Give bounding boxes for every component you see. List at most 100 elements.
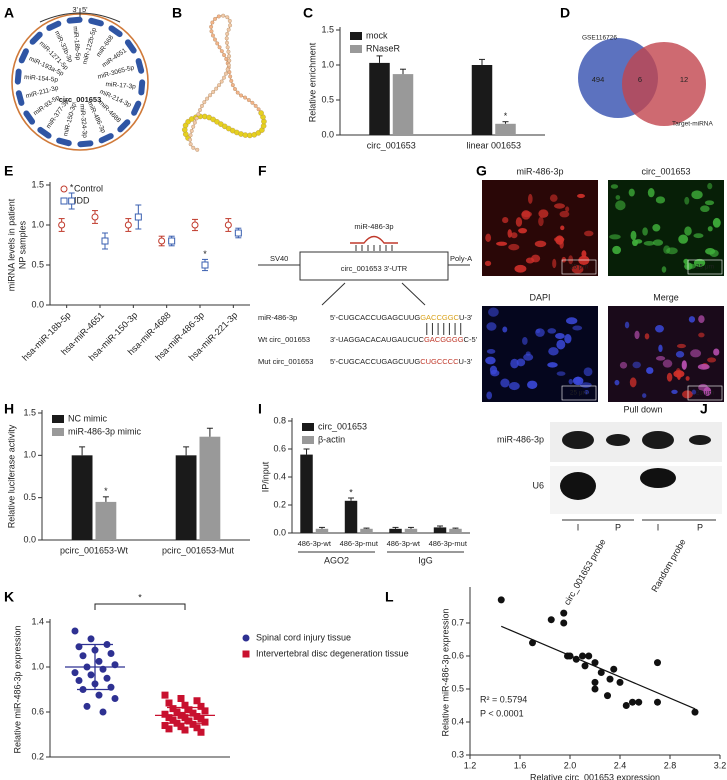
- cell: [507, 229, 512, 238]
- zoom-line: [401, 282, 426, 306]
- legend-label: IDD: [74, 195, 90, 205]
- panel-label: L: [385, 589, 394, 605]
- x-tick-label: 2.4: [614, 760, 627, 770]
- nucleotide: [224, 36, 229, 41]
- y-tick-label: 1.5: [321, 24, 334, 34]
- nucleotide: [226, 49, 231, 54]
- cell: [502, 326, 508, 333]
- y-tick-label: 0.4: [451, 716, 464, 726]
- x-tick-label: linear 001653: [466, 140, 521, 150]
- y-tick-label: 1.0: [321, 59, 334, 69]
- cell: [534, 240, 547, 248]
- y-tick-label: 0.5: [23, 492, 36, 502]
- point: [560, 609, 568, 617]
- end-label: 3': [72, 5, 78, 14]
- cell: [671, 389, 678, 394]
- point: [635, 698, 643, 706]
- cell: [630, 230, 637, 241]
- binding-site: [14, 68, 22, 85]
- point: [111, 695, 119, 702]
- lane-label: I: [577, 522, 580, 532]
- x-tick-label: 486-3p-mut: [340, 539, 379, 548]
- nucleotide: [243, 95, 248, 100]
- image-title: DAPI: [529, 292, 550, 302]
- cell: [538, 216, 544, 227]
- nucleotide: [233, 87, 237, 91]
- cell: [610, 184, 619, 189]
- nucleotide: [211, 33, 215, 38]
- legend-label: NC mimic: [68, 413, 107, 423]
- cell: [572, 325, 583, 331]
- cell: [647, 188, 655, 198]
- x-tick-label: 2.8: [664, 760, 677, 770]
- cell: [707, 226, 713, 232]
- nucleotide: [258, 110, 264, 116]
- point: [111, 661, 119, 669]
- panel-label: I: [258, 401, 262, 417]
- binding-site: [131, 100, 142, 116]
- cell: [560, 225, 565, 231]
- cell: [632, 239, 639, 247]
- cell: [547, 328, 557, 334]
- legend-label: miR-486-3p mimic: [68, 426, 142, 436]
- legend-label: Control: [74, 183, 103, 193]
- y-tick-label: 0.0: [273, 527, 286, 537]
- point: [165, 725, 173, 733]
- nucleotide: [194, 116, 199, 121]
- annotation: R² = 0.5794: [480, 694, 527, 704]
- bar: [95, 501, 117, 540]
- sequence-part: U-3': [459, 357, 473, 366]
- x-axis-label: Relative circ_001653 expression: [530, 772, 660, 780]
- lane-label: P: [615, 522, 621, 532]
- significance: *: [138, 592, 142, 602]
- cell: [508, 243, 520, 251]
- set-label: Target-miRNA: [672, 121, 713, 128]
- sequence-part: 5'-CUGCACCUGAGCUUG: [330, 357, 420, 366]
- nucleotide: [225, 40, 229, 45]
- cell: [712, 217, 721, 228]
- y-tick-label: 0.6: [451, 650, 464, 660]
- point: [95, 657, 103, 665]
- y-tick-label: 0.5: [451, 683, 464, 693]
- legend-label: circ_001653: [318, 421, 367, 431]
- micrograph: [482, 306, 598, 402]
- cell: [516, 358, 526, 367]
- cell: [678, 234, 689, 244]
- image-title: circ_001653: [641, 166, 690, 176]
- band: [560, 472, 596, 500]
- legend-label: RNaseR: [366, 43, 401, 53]
- bar: [389, 528, 402, 533]
- point: [134, 213, 142, 221]
- legend-swatch: [302, 436, 314, 444]
- cell: [684, 262, 693, 270]
- cell: [619, 361, 628, 369]
- y-tick-label: 0.7: [451, 617, 464, 627]
- nucleotide: [213, 37, 217, 42]
- y-axis-label: Relative enrichment: [307, 42, 317, 122]
- cell: [527, 380, 538, 389]
- legend-marker: [242, 650, 250, 658]
- binding-site: [23, 110, 36, 125]
- point: [193, 724, 201, 732]
- cell: [486, 322, 497, 331]
- cell: [490, 369, 500, 377]
- x-tick-label: 1.6: [514, 760, 527, 770]
- cell: [578, 255, 590, 265]
- cell: [527, 193, 533, 204]
- cell: [553, 203, 566, 209]
- cell: [634, 330, 640, 340]
- point: [191, 221, 199, 229]
- nucleotide: [235, 90, 240, 95]
- nucleotide: [222, 53, 227, 58]
- x-tick-label: 486-3p-wt: [298, 539, 332, 548]
- cell: [685, 376, 690, 381]
- binding-site: [18, 48, 29, 64]
- point: [585, 652, 593, 660]
- image-title: miR-486-3p: [516, 166, 563, 176]
- band: [689, 435, 711, 445]
- nucleotide: [209, 29, 214, 34]
- legend-marker: [60, 185, 68, 193]
- x-tick-label: 486-3p-mut: [429, 539, 468, 548]
- significance: *: [203, 249, 207, 259]
- cell: [515, 217, 523, 227]
